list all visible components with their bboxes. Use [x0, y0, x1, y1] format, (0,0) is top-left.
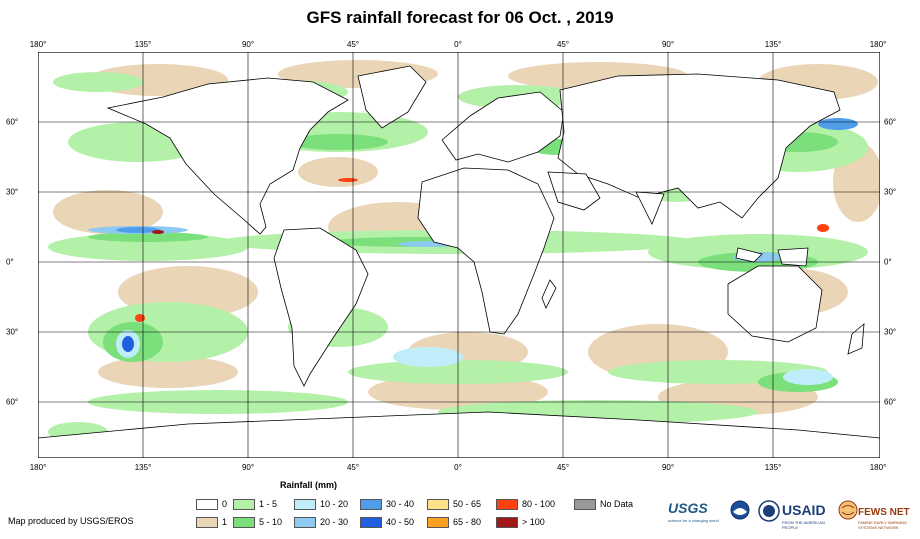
- legend-label: 20 - 30: [320, 517, 349, 527]
- lon-tick-bottom: 180°: [29, 463, 47, 472]
- legend-item: 30 - 40: [360, 498, 440, 512]
- usaid-wordmark: USAID: [782, 502, 826, 518]
- usgs-wordmark: USGS: [668, 500, 708, 516]
- legend-label: 80 - 100: [522, 499, 556, 509]
- legend-label: 30 - 40: [386, 499, 415, 509]
- legend-item: 5 - 10: [233, 516, 313, 530]
- legend-item: No Data: [574, 498, 654, 512]
- lon-tick-bottom: 135°: [764, 463, 782, 472]
- legend-swatch: [196, 517, 218, 528]
- legend-swatch: [360, 517, 382, 528]
- legend-item: > 100: [496, 516, 576, 530]
- lat-tick-right: 60°: [884, 397, 897, 407]
- legend-swatch: [233, 499, 255, 510]
- lon-tick-bottom: 180°: [869, 463, 887, 472]
- legend-label: 65 - 80: [453, 517, 482, 527]
- legend-item: 1 - 5: [233, 498, 313, 512]
- legend-swatch: [574, 499, 596, 510]
- legend-item: 65 - 80: [427, 516, 507, 530]
- legend-label: 5 - 10: [259, 517, 283, 527]
- lon-tick-bottom: 90°: [241, 463, 255, 472]
- legend-item: 1: [196, 516, 276, 530]
- legend-item: 50 - 65: [427, 498, 507, 512]
- usaid-logo: USAID FROM THE AMERICAN PEOPLE: [782, 502, 838, 530]
- lon-tick-top: 180°: [869, 40, 887, 49]
- lon-tick-top: 135°: [764, 40, 782, 49]
- lon-tick-bottom: 0°: [454, 463, 462, 472]
- rainfall-map: [38, 52, 880, 458]
- legend-label: 1: [222, 517, 228, 527]
- lon-tick-bottom: 90°: [661, 463, 675, 472]
- usaid-seal-icon: [758, 500, 780, 522]
- usaid-tagline: FROM THE AMERICAN PEOPLE: [782, 520, 825, 530]
- legend-item: 0: [196, 498, 276, 512]
- lat-tick-left: 60°: [6, 397, 19, 407]
- legend-label: 10 - 20: [320, 499, 349, 509]
- legend-swatch: [427, 517, 449, 528]
- legend-label: 40 - 50: [386, 517, 415, 527]
- graticule: [38, 52, 880, 458]
- fews-logo: FEWS NET FAMINE EARLY WARNING SYSTEMS NE…: [858, 502, 918, 530]
- lon-tick-top: 180°: [29, 40, 47, 49]
- lon-tick-top: 90°: [661, 40, 675, 49]
- usgs-tagline: science for a changing world: [668, 518, 719, 523]
- lon-tick-top: 135°: [134, 40, 152, 49]
- lon-tick-top: 45°: [346, 40, 360, 49]
- lat-tick-right: 30°: [884, 327, 897, 337]
- lon-tick-bottom: 45°: [556, 463, 570, 472]
- legend-swatch: [496, 499, 518, 510]
- legend-swatch: [196, 499, 218, 510]
- map-title: GFS rainfall forecast for 06 Oct. , 2019: [306, 8, 614, 27]
- legend-title: Rainfall (mm): [280, 480, 338, 490]
- legend-swatch: [233, 517, 255, 528]
- legend-label: > 100: [522, 517, 545, 527]
- legend-swatch: [496, 517, 518, 528]
- lat-tick-left: 30°: [6, 327, 19, 337]
- fews-tagline: FAMINE EARLY WARNING SYSTEMS NETWORK: [858, 520, 908, 530]
- lat-tick-right: 0°: [884, 257, 892, 267]
- lat-tick-right: 60°: [884, 117, 897, 127]
- legend-item: 40 - 50: [360, 516, 440, 530]
- lat-tick-left: 30°: [6, 187, 19, 197]
- lon-tick-top: 90°: [241, 40, 255, 49]
- lon-tick-top: 0°: [454, 40, 462, 49]
- legend-label: 50 - 65: [453, 499, 482, 509]
- legend-swatch: [294, 517, 316, 528]
- lat-tick-left: 60°: [6, 117, 19, 127]
- legend-item: 10 - 20: [294, 498, 374, 512]
- legend-label: 1 - 5: [259, 499, 278, 509]
- lon-tick-top: 45°: [556, 40, 570, 49]
- lon-tick-bottom: 45°: [346, 463, 360, 472]
- coastlines: [38, 65, 880, 458]
- legend-label: 0: [222, 499, 228, 509]
- lat-tick-left: 0°: [6, 257, 14, 267]
- lon-tick-bottom: 135°: [134, 463, 152, 472]
- fews-wordmark: FEWS NET: [858, 507, 910, 518]
- usgs-logo: USGS science for a changing world: [668, 500, 730, 523]
- legend-item: 20 - 30: [294, 516, 374, 530]
- legend-item: 80 - 100: [496, 498, 576, 512]
- legend-swatch: [427, 499, 449, 510]
- legend-swatch: [294, 499, 316, 510]
- lat-tick-right: 30°: [884, 187, 897, 197]
- legend-label: No Data: [600, 499, 634, 509]
- legend-swatch: [360, 499, 382, 510]
- map-credit: Map produced by USGS/EROS: [8, 516, 134, 526]
- fews-globe-icon: [838, 500, 858, 520]
- noaa-seal-icon: [730, 500, 750, 520]
